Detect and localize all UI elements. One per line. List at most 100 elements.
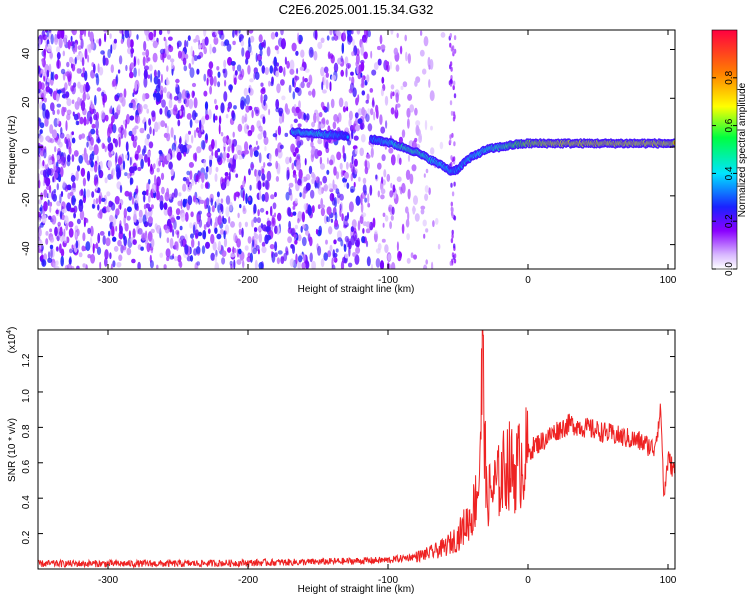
noise-speck [98, 195, 102, 205]
noise-speck [367, 193, 370, 204]
noise-speck [217, 148, 221, 153]
noise-speck [342, 153, 346, 159]
noise-speck [232, 30, 235, 38]
noise-speck [56, 89, 62, 94]
noise-speck [419, 49, 425, 57]
noise-speck [48, 215, 52, 220]
noise-speck [119, 202, 122, 210]
noise-speck [146, 108, 149, 114]
noise-speck [346, 161, 349, 170]
noise-speck [297, 234, 302, 242]
noise-speck [420, 30, 423, 36]
noise-speck [159, 85, 164, 95]
noise-speck [211, 205, 215, 213]
noise-speck [380, 126, 386, 134]
noise-speck [190, 211, 194, 218]
noise-speck [197, 231, 203, 237]
noise-speck [286, 170, 289, 181]
noise-speck [352, 166, 355, 176]
x-tick-label: 100 [660, 575, 677, 586]
noise-speck [291, 106, 296, 114]
noise-speck [131, 258, 136, 264]
noise-streak [452, 85, 455, 91]
noise-speck [94, 94, 97, 106]
noise-speck [160, 73, 163, 84]
noise-speck [232, 112, 236, 121]
noise-speck [386, 173, 391, 182]
noise-speck [286, 60, 290, 69]
noise-speck [305, 230, 310, 236]
noise-speck [300, 81, 305, 89]
noise-speck [212, 241, 217, 251]
snr-y-label: SNR (10 * v/v) [7, 418, 18, 482]
noise-speck [156, 176, 161, 187]
noise-speck [254, 71, 260, 81]
noise-speck [281, 112, 285, 123]
noise-speck [147, 156, 151, 167]
noise-speck [326, 216, 329, 222]
noise-speck [292, 169, 297, 176]
noise-speck [184, 39, 187, 50]
noise-speck [166, 132, 171, 142]
noise-speck [193, 38, 197, 43]
noise-speck [284, 132, 289, 137]
noise-speck [306, 82, 311, 88]
noise-speck [336, 151, 342, 161]
noise-speck [89, 167, 94, 172]
noise-speck [271, 214, 275, 225]
noise-speck [161, 186, 165, 195]
noise-speck [88, 145, 94, 151]
noise-speck [284, 56, 287, 65]
noise-speck [197, 129, 202, 139]
noise-speck [111, 226, 115, 237]
noise-speck [274, 212, 276, 218]
noise-speck [56, 118, 60, 125]
noise-speck [319, 156, 323, 166]
noise-speck [424, 193, 429, 201]
noise-speck [118, 254, 123, 262]
noise-speck [184, 244, 189, 255]
noise-speck [385, 61, 390, 66]
noise-speck [164, 225, 170, 234]
noise-speck [188, 130, 191, 135]
noise-speck [320, 122, 324, 129]
noise-speck [350, 71, 354, 76]
noise-speck [143, 76, 148, 88]
noise-speck [320, 204, 326, 209]
noise-speck [110, 263, 113, 269]
noise-speck [297, 178, 302, 186]
noise-speck [423, 233, 426, 239]
noise-speck [317, 41, 323, 50]
noise-speck [380, 188, 386, 195]
noise-speck [308, 74, 313, 85]
noise-speck [156, 92, 161, 103]
noise-speck [107, 173, 113, 180]
noise-speck [244, 113, 248, 123]
noise-speck [138, 217, 143, 224]
noise-speck [61, 208, 67, 213]
noise-speck [353, 181, 356, 188]
noise-speck [247, 132, 252, 137]
noise-speck [238, 74, 244, 81]
noise-speck [56, 109, 60, 115]
noise-speck [226, 179, 230, 187]
noise-speck [295, 50, 299, 56]
noise-speck [261, 193, 266, 202]
noise-streak [450, 201, 453, 207]
noise-speck [390, 182, 393, 189]
noise-speck [297, 218, 300, 224]
noise-speck [272, 202, 277, 210]
noise-speck [81, 245, 85, 252]
noise-speck [318, 111, 323, 118]
noise-speck [64, 34, 68, 40]
noise-speck [395, 64, 400, 72]
noise-speck [136, 34, 139, 40]
noise-speck [379, 34, 383, 45]
noise-speck [48, 159, 53, 164]
noise-speck [118, 55, 123, 65]
noise-speck [344, 215, 349, 222]
noise-speck [171, 192, 175, 199]
noise-speck [57, 173, 62, 183]
noise-speck [279, 144, 284, 150]
